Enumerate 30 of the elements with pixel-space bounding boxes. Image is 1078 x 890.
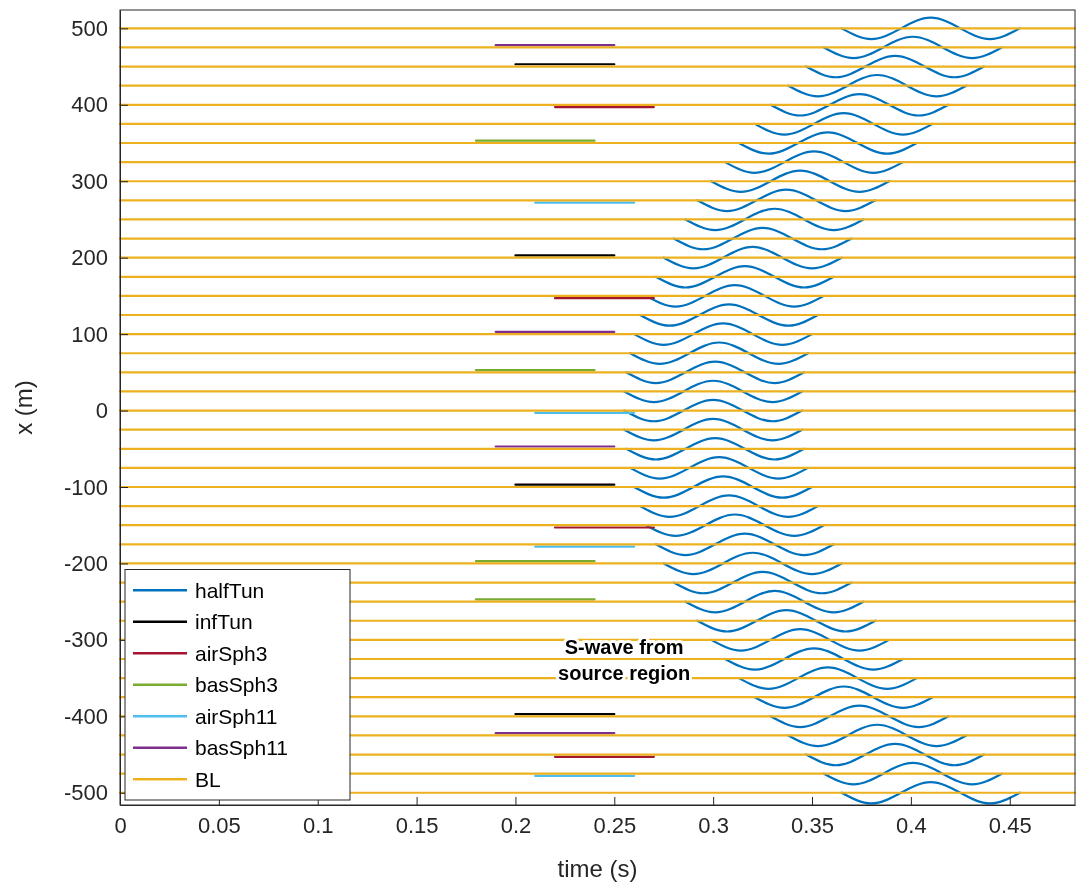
- x-tick-label: 0.2: [500, 812, 532, 838]
- y-tick-label: 300: [71, 168, 108, 194]
- y-tick-label: -300: [63, 627, 108, 653]
- y-tick-label: -500: [63, 780, 108, 806]
- x-tick-label: 0.15: [395, 812, 439, 838]
- y-tick-label: 100: [71, 321, 108, 347]
- legend-label: airSph11: [195, 704, 278, 728]
- legend-label: halfTun: [195, 578, 265, 602]
- legend-label: airSph3: [195, 641, 268, 665]
- y-tick-label: -400: [63, 703, 108, 729]
- legend-label: BL: [195, 767, 221, 791]
- x-tick-label: 0.05: [197, 812, 241, 838]
- x-tick-label: 0.45: [988, 812, 1032, 838]
- legend-label: infTun: [195, 610, 253, 634]
- legend-label: basSph11: [195, 736, 289, 760]
- x-tick-label: 0.25: [593, 812, 637, 838]
- y-tick-label: 500: [71, 15, 108, 41]
- y-tick-label: 0: [95, 398, 108, 424]
- x-tick-label: 0: [114, 812, 127, 838]
- y-tick-label: -200: [63, 550, 108, 576]
- x-axis-title: time (s): [557, 855, 638, 882]
- x-tick-label: 0.4: [896, 812, 927, 838]
- y-tick-label: 400: [71, 92, 108, 118]
- x-tick-label: 0.1: [302, 812, 334, 838]
- x-tick-label: 0.35: [791, 812, 834, 838]
- x-tick-label: 0.3: [698, 812, 729, 838]
- legend-label: basSph3: [195, 673, 278, 697]
- y-axis-title: x (m): [10, 380, 37, 435]
- y-tick-label: 200: [71, 245, 108, 271]
- y-tick-label: -100: [63, 474, 108, 500]
